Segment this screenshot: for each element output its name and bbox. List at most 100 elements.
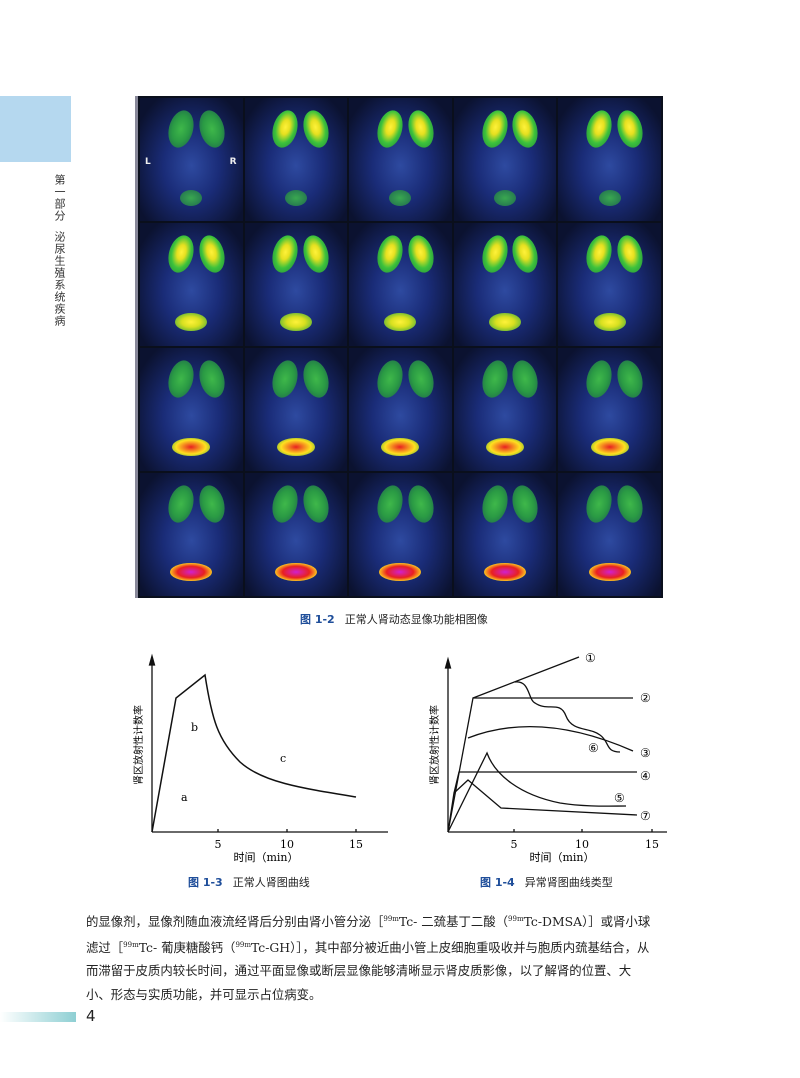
bladder-uptake — [284, 190, 307, 207]
curve-label-4: ④ — [640, 769, 651, 783]
kidney-uptake — [478, 482, 512, 526]
text: Tc- 葡庚糖酸钙（ — [138, 939, 236, 955]
curve-5 — [447, 751, 627, 833]
kidney-uptake — [404, 482, 438, 526]
left-marker: L — [145, 157, 151, 168]
scan-frame — [244, 473, 348, 596]
curve-label-1: ① — [585, 651, 596, 665]
curve-label-5: ⑤ — [614, 791, 625, 805]
bladder-uptake — [276, 438, 315, 457]
figure-1-3-normal-renogram: 5 10 15 时间（min） 肾区放射性计数率 a b c — [132, 653, 388, 864]
kidney-uptake — [478, 357, 512, 401]
scan-frame — [453, 223, 557, 346]
kidney-uptake — [478, 107, 512, 151]
chapter-tab-block — [0, 96, 71, 162]
curve-3 — [467, 726, 634, 752]
kidney-uptake — [613, 107, 647, 151]
curve-1 — [472, 656, 580, 699]
kidney-uptake — [613, 232, 647, 276]
kidney-uptake — [268, 357, 302, 401]
curve-6 — [514, 681, 621, 753]
kidney-uptake — [613, 482, 647, 526]
curve-label-7: ⑦ — [640, 809, 651, 823]
body-paragraph: 的显像剂，显像剂随血液流经肾后分别由肾小管分泌［99mTc- 二巯基丁二酸（99… — [86, 908, 716, 1006]
bladder-uptake — [170, 563, 213, 582]
scan-frame — [453, 348, 557, 471]
y-axis-label: 肾区放射性计数率 — [132, 705, 145, 785]
scan-frame — [140, 223, 243, 346]
segment-label-b: b — [191, 721, 198, 734]
scan-frame — [140, 473, 243, 596]
figure-caption-text: 正常人肾图曲线 — [232, 876, 310, 889]
kidney-uptake — [164, 482, 198, 526]
y-axis-arrow — [444, 656, 452, 669]
figure-caption-text: 异常肾图曲线类型 — [524, 876, 613, 889]
chapter-side-title: 第一部分 泌尿生殖系统疾病 — [52, 174, 66, 327]
figure-1-3-caption: 图 1-3 正常人肾图曲线 — [188, 874, 310, 890]
curve-label-6: ⑥ — [588, 741, 599, 755]
text: Tc- 二巯基丁二酸（ — [398, 914, 509, 930]
text: Tc-DMSA）］或肾小球 — [523, 914, 651, 930]
bladder-uptake — [494, 190, 517, 207]
x-tick: 10 — [575, 838, 589, 851]
text: 滤过［ — [86, 939, 124, 955]
kidney-uptake — [299, 357, 333, 401]
curve-4 — [453, 771, 637, 794]
figure-number: 图 1-2 — [300, 613, 335, 626]
kidney-uptake — [373, 107, 407, 151]
kidney-uptake — [299, 482, 333, 526]
kidney-uptake — [299, 107, 333, 151]
curve-2 — [447, 697, 633, 833]
curve-label-2: ② — [640, 691, 651, 705]
figure-number: 图 1-3 — [188, 876, 223, 889]
text: 的显像剂，显像剂随血液流经肾后分别由肾小管分泌［ — [86, 914, 384, 930]
x-tick: 10 — [280, 838, 294, 851]
kidney-uptake — [582, 232, 616, 276]
x-axis-label: 时间（min） — [529, 851, 594, 864]
figure-1-4-abnormal-renograms: ① ② ③ ④ ⑤ ⑥ ⑦ 5 10 15 时间（min） 肾区放射性计数率 — [428, 651, 667, 864]
curve-7 — [447, 779, 638, 833]
bladder-uptake — [590, 438, 629, 457]
scan-frame — [140, 348, 243, 471]
y-axis-label: 肾区放射性计数率 — [428, 705, 441, 785]
kidney-uptake — [404, 232, 438, 276]
bladder-uptake — [175, 313, 208, 332]
bladder-uptake — [484, 563, 527, 582]
scan-frame — [244, 348, 348, 471]
bladder-uptake — [384, 313, 417, 332]
superscript: 99m — [123, 940, 139, 949]
bladder-uptake — [180, 190, 203, 207]
bladder-uptake — [274, 563, 317, 582]
text: Tc-GH）］，其中部分被近曲小管上皮细胞重吸收并与胞质内巯基结合，从 — [250, 939, 650, 955]
kidney-uptake — [373, 482, 407, 526]
kidney-uptake — [194, 482, 229, 526]
x-tick: 5 — [511, 838, 518, 851]
kidney-uptake — [194, 357, 229, 401]
kidney-uptake — [404, 107, 438, 151]
y-axis-arrow — [148, 653, 156, 666]
x-tick: 15 — [349, 838, 363, 851]
scan-frame — [349, 223, 452, 346]
scan-frame — [349, 98, 452, 221]
text-line: 小、形态与实质功能，并可显示占位病变。 — [86, 986, 322, 1002]
superscript: 99m — [235, 940, 251, 949]
kidney-uptake — [508, 107, 542, 151]
kidney-uptake — [582, 482, 616, 526]
bladder-uptake — [389, 190, 412, 207]
scan-frame — [244, 223, 348, 346]
x-tick: 15 — [645, 838, 659, 851]
part-title: 泌尿生殖系统疾病 — [53, 231, 66, 327]
page-number: 4 — [86, 1007, 96, 1025]
superscript: 99m — [508, 915, 524, 923]
x-axis-label: 时间（min） — [233, 851, 298, 864]
kidney-uptake — [194, 232, 229, 276]
right-marker: R — [229, 157, 237, 168]
scan-frame — [558, 473, 661, 596]
kidney-uptake — [164, 357, 198, 401]
bladder-uptake — [486, 438, 525, 457]
curve-label-3: ③ — [640, 746, 651, 760]
kidney-uptake — [299, 232, 333, 276]
bladder-uptake — [172, 438, 211, 457]
